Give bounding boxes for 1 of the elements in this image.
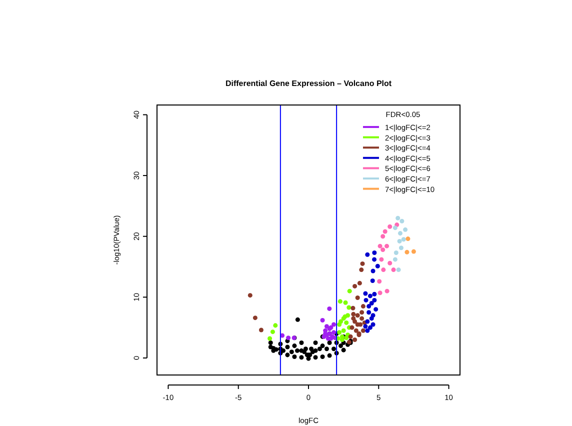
chart-title: Differential Gene Expression – Volcano Plot	[225, 79, 392, 88]
